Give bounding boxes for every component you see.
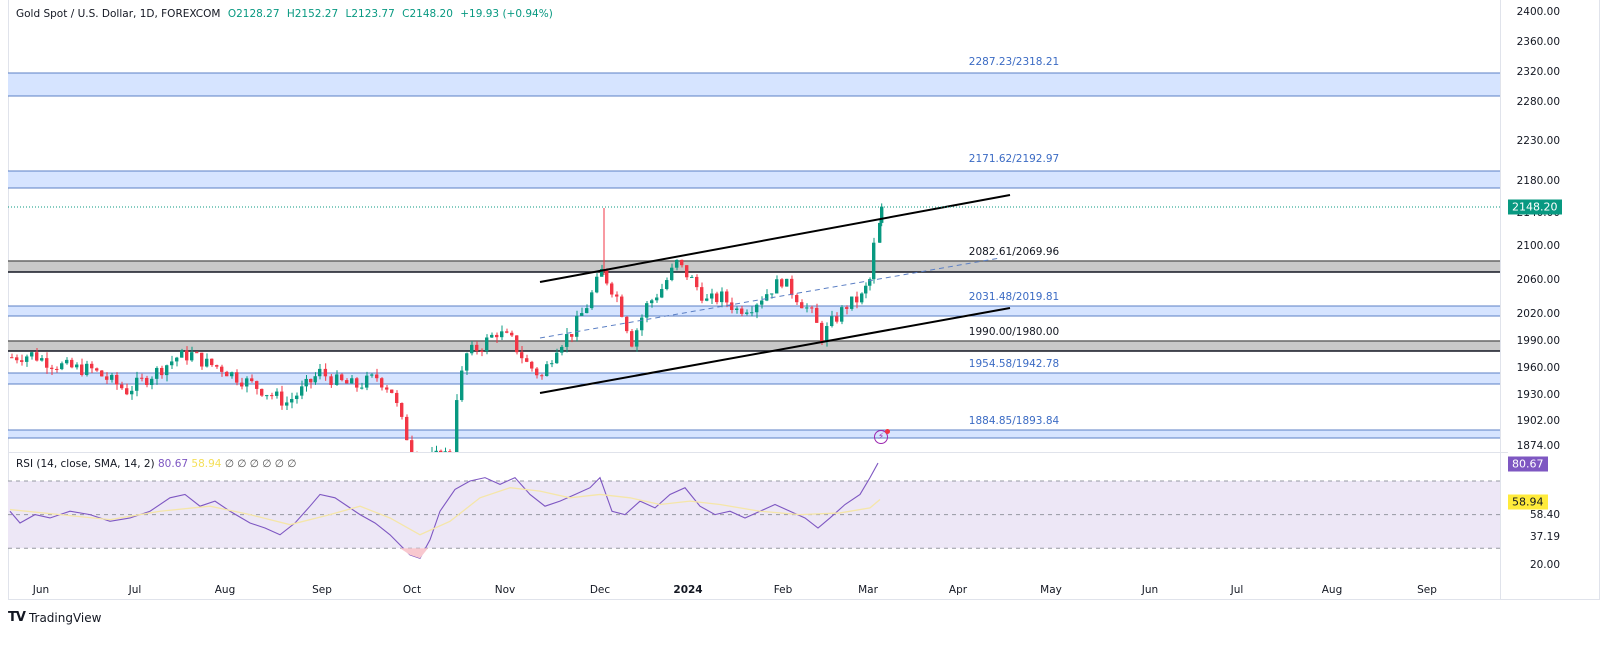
- pane-divider[interactable]: [8, 452, 1508, 453]
- rsi-sma-value: 58.94: [191, 458, 222, 470]
- rsi-value: 80.67: [158, 458, 189, 470]
- time-axis-label: Aug: [1321, 584, 1343, 596]
- time-axis-label: Feb: [773, 584, 793, 596]
- time-axis-label: Sep: [312, 584, 332, 596]
- price-axis-label: 2020.00: [1516, 308, 1560, 320]
- last-price-tag: 2148.20: [1508, 199, 1562, 215]
- zone-label: 1990.00/1980.00: [968, 326, 1060, 338]
- rsi-axis-label: 37.19: [1529, 531, 1560, 543]
- rsi-axis-label: 58.40: [1529, 509, 1560, 521]
- time-axis-label: Dec: [589, 584, 611, 596]
- zone-label: 2031.48/2019.81: [968, 291, 1060, 303]
- candlestick-series[interactable]: [10, 203, 884, 467]
- time-axis-label: Jul: [1230, 584, 1244, 596]
- price-axis-label: 1930.00: [1516, 389, 1560, 401]
- zone-gray[interactable]: [8, 260, 1500, 273]
- price-axis-label: 1874.00: [1516, 440, 1560, 452]
- ohlc-close: C2148.20: [402, 8, 453, 20]
- zone-blue[interactable]: [8, 429, 1500, 439]
- price-axis-label: 1960.00: [1516, 362, 1560, 374]
- price-axis-label: 2060.00: [1516, 274, 1560, 286]
- time-axis-label: Jun: [1141, 584, 1159, 596]
- time-axis-label: Mar: [858, 584, 878, 596]
- zone-label: 2287.23/2318.21: [968, 56, 1060, 68]
- channel-upper-line[interactable]: [539, 194, 1011, 283]
- zone-label: 2082.61/2069.96: [968, 246, 1060, 258]
- ohlc-low: L2123.77: [345, 8, 395, 20]
- tradingview-mark-icon: 𝗧𝗩: [8, 610, 26, 625]
- tradingview-logo[interactable]: 𝗧𝗩 TradingView: [8, 610, 101, 625]
- rsi-placeholder-values: ∅ ∅ ∅ ∅ ∅ ∅: [224, 458, 297, 470]
- zone-blue[interactable]: [8, 305, 1500, 317]
- time-axis-label: Oct: [402, 584, 422, 596]
- symbol-legend: Gold Spot / U.S. Dollar, 1D, FOREXCOM O2…: [16, 8, 557, 20]
- price-axis-label: 2180.00: [1516, 175, 1560, 187]
- price-axis-label: 2100.00: [1516, 240, 1560, 252]
- ohlc-change: +19.93 (+0.94%): [460, 8, 553, 20]
- price-scale-divider: [1500, 0, 1501, 600]
- price-axis-label: 1902.00: [1516, 415, 1560, 427]
- price-axis-label: 2280.00: [1516, 96, 1560, 108]
- channel-lower-line[interactable]: [539, 307, 1011, 394]
- time-axis-label: Nov: [494, 584, 516, 596]
- price-axis-label: 2360.00: [1516, 36, 1560, 48]
- rsi-title[interactable]: RSI (14, close, SMA, 14, 2): [16, 458, 155, 470]
- time-axis-label: Sep: [1417, 584, 1437, 596]
- rsi-pane[interactable]: [8, 462, 1500, 559]
- zone-blue[interactable]: [8, 170, 1500, 189]
- rsi-axis-label: 20.00: [1529, 559, 1560, 571]
- ohlc-open: O2128.27: [227, 8, 280, 20]
- lightning-event-icon[interactable]: ⚡: [874, 429, 890, 444]
- time-axis-label: Jul: [128, 584, 142, 596]
- rsi-sma-tag: 58.94: [1508, 494, 1548, 510]
- zone-label: 1954.58/1942.78: [968, 358, 1060, 370]
- rsi-value-tag: 80.67: [1508, 456, 1548, 472]
- zone-blue[interactable]: [8, 72, 1500, 97]
- symbol-title[interactable]: Gold Spot / U.S. Dollar, 1D, FOREXCOM: [16, 8, 221, 20]
- rsi-line[interactable]: [9, 462, 879, 559]
- zone-gray[interactable]: [8, 340, 1500, 352]
- rsi-sma-line[interactable]: [9, 487, 881, 536]
- channel-midline[interactable]: [539, 257, 1001, 339]
- time-axis-label: May: [1040, 584, 1062, 596]
- price-axis-label: 2230.00: [1516, 135, 1560, 147]
- time-axis-label: Aug: [214, 584, 236, 596]
- rsi-legend: RSI (14, close, SMA, 14, 2) 80.67 58.94 …: [16, 458, 296, 470]
- price-axis-label: 2400.00: [1516, 6, 1560, 18]
- price-pane[interactable]: [8, 72, 1500, 468]
- zone-label: 2171.62/2192.97: [968, 153, 1060, 165]
- price-axis-label: 1990.00: [1516, 335, 1560, 347]
- ohlc-high: H2152.27: [286, 8, 339, 20]
- time-axis-label: Jun: [32, 584, 50, 596]
- tradingview-brand: TradingView: [28, 610, 102, 625]
- price-axis-label: 2320.00: [1516, 66, 1560, 78]
- zone-label: 1884.85/1893.84: [968, 415, 1060, 427]
- time-axis-label: Apr: [948, 584, 968, 596]
- time-axis-label: 2024: [673, 584, 703, 596]
